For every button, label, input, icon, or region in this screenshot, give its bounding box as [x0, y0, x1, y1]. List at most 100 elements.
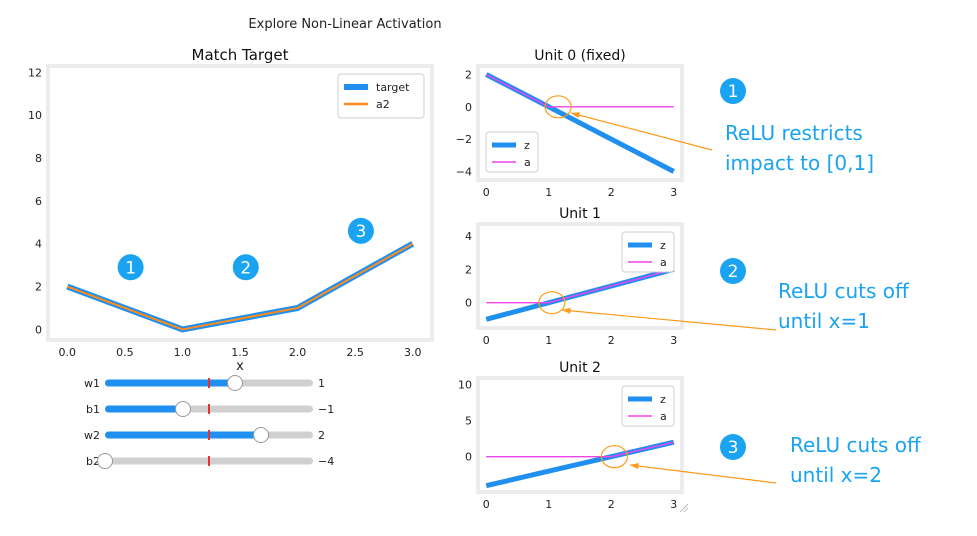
annotation-text: ReLU cuts off — [790, 433, 922, 457]
region-badge-number: 1 — [125, 258, 136, 278]
unit2-legend-label-z: z — [660, 393, 666, 406]
resize-grip-line — [683, 507, 689, 513]
annotation-text: until x=2 — [790, 463, 882, 487]
unit0-xtick-label: 0 — [483, 186, 490, 199]
region-badge-number: 3 — [355, 222, 366, 242]
match-target-ytick-label: 8 — [35, 152, 42, 165]
series-a2-line — [66, 242, 414, 331]
match-target-chart: Match Target 0.0 0.5 1.0 1.5 2.0 2.5 3.0 0 2 4 6 8 10… — [28, 46, 434, 374]
region-badge — [347, 217, 374, 244]
slider-label: b2 — [86, 455, 100, 468]
unit0-series-a-line — [485, 73, 674, 108]
unit2-highlight-circle — [600, 445, 628, 469]
annotation-arrow-line — [570, 112, 713, 151]
unit1-chart: Unit 1 0 1 2 3 4 2 0 za — [465, 206, 684, 347]
annotation-layer: 1 ReLU restricts impact to [0,1] 2 ReLU cuts… — [561, 78, 922, 513]
region-badge — [117, 254, 144, 281]
unit2-xtick-label: 1 — [545, 498, 552, 511]
annotation-badge-number: 2 — [728, 262, 739, 282]
resize-grip-line — [679, 503, 689, 513]
unit1-title: Unit 1 — [559, 206, 601, 222]
unit2-xtick-label: 2 — [608, 498, 615, 511]
match-target-xtick-label: 0.5 — [116, 346, 134, 359]
match-target-xtick-label: 0.0 — [59, 346, 77, 359]
unit1-ytick-label: 4 — [465, 230, 472, 243]
region-badge-number: 2 — [240, 258, 251, 278]
annotation-1: 1 ReLU restricts impact to [0,1] — [570, 78, 874, 175]
annotation-badge-number: 3 — [728, 438, 739, 458]
unit1-legend-label-z: z — [660, 239, 666, 252]
annotation-badge — [720, 434, 746, 460]
match-target-legend-label-a2: a2 — [376, 98, 390, 111]
unit1-ytick-label: 0 — [465, 297, 472, 310]
slider-value: 1 — [318, 377, 325, 390]
unit0-chart: Unit 0 (fixed) 0 1 2 3 2 0 −2 −4 za — [456, 48, 684, 199]
slider-b1[interactable]: b1 −1 — [86, 401, 334, 417]
unit0-xtick-label: 2 — [608, 186, 615, 199]
slider-w1[interactable]: w1 1 — [84, 375, 325, 391]
unit2-ytick-label: 5 — [465, 415, 472, 428]
slider-handle[interactable] — [97, 453, 113, 469]
match-target-ytick-label: 2 — [35, 281, 42, 294]
unit1-xtick-label: 3 — [670, 334, 677, 347]
unit2-xtick-label: 3 — [670, 498, 677, 511]
match-target-ytick-label: 0 — [35, 323, 42, 336]
slider-handle[interactable] — [253, 427, 269, 443]
slider-value: −1 — [318, 403, 334, 416]
region-badge — [232, 254, 259, 281]
unit0-xtick-label: 3 — [670, 186, 677, 199]
match-target-ytick-label: 10 — [28, 109, 42, 122]
unit1-xtick-label: 2 — [608, 334, 615, 347]
slider-label: w1 — [84, 377, 100, 390]
annotation-text: ReLU cuts off — [778, 279, 910, 303]
unit1-xtick-label: 1 — [545, 334, 552, 347]
slider-panel: w1 1 b1 −1 w2 2 b2 −4 — [84, 375, 334, 469]
figure-title: Explore Non-Linear Activation — [248, 17, 441, 32]
slider-value: −4 — [318, 455, 334, 468]
slider-label: b1 — [86, 403, 100, 416]
unit1-ytick-label: 2 — [465, 263, 472, 276]
match-target-xtick-label: 1.0 — [174, 346, 192, 359]
annotation-3: 3 ReLU cuts off until x=2 — [629, 433, 922, 487]
annotation-text: until x=1 — [778, 309, 870, 333]
unit2-chart: Unit 2 0 1 2 3 10 5 0 za — [458, 360, 684, 511]
unit1-highlight-circle — [538, 291, 566, 315]
annotation-text: ReLU restricts — [725, 121, 863, 145]
match-target-ytick-label: 12 — [28, 66, 42, 79]
unit1-xtick-label: 0 — [483, 334, 490, 347]
unit2-title: Unit 2 — [559, 360, 601, 376]
annotation-arrowhead — [562, 307, 571, 314]
unit2-ytick-label: 10 — [458, 378, 472, 391]
slider-handle[interactable] — [227, 375, 243, 391]
annotation-arrowhead — [571, 112, 580, 119]
unit1-series-a-line — [486, 268, 674, 304]
slider-handle[interactable] — [175, 401, 191, 417]
slider-fill — [105, 405, 183, 413]
unit1-legend-label-a: a — [660, 256, 667, 269]
match-target-ytick-label: 4 — [35, 238, 42, 251]
unit0-legend-label-a: a — [524, 156, 531, 169]
match-target-xtick-label: 2.0 — [289, 346, 307, 359]
unit0-ytick-label: 0 — [465, 101, 472, 114]
slider-b2[interactable]: b2 −4 — [86, 453, 334, 469]
annotation-badge-number: 1 — [728, 82, 739, 102]
unit0-ytick-label: −2 — [456, 133, 472, 146]
slider-w2[interactable]: w2 2 — [84, 427, 325, 443]
annotation-arrowhead — [630, 462, 639, 470]
unit2-xtick-label: 0 — [483, 498, 490, 511]
annotation-arrow-line — [561, 309, 777, 331]
slider-value: 2 — [318, 429, 325, 442]
unit2-series-a-line — [486, 441, 674, 458]
unit0-ytick-label: −4 — [456, 166, 472, 179]
unit0-xtick-label: 1 — [545, 186, 552, 199]
unit2-legend-label-a: a — [660, 410, 667, 423]
match-target-legend-label-target: target — [376, 81, 410, 94]
annotation-badge — [720, 258, 746, 284]
annotation-2: 2 ReLU cuts off until x=1 — [561, 258, 910, 333]
match-target-xtick-label: 2.5 — [346, 346, 364, 359]
unit0-ytick-label: 2 — [465, 68, 472, 81]
resize-grip-icon[interactable] — [679, 503, 689, 513]
slider-label: w2 — [84, 429, 100, 442]
